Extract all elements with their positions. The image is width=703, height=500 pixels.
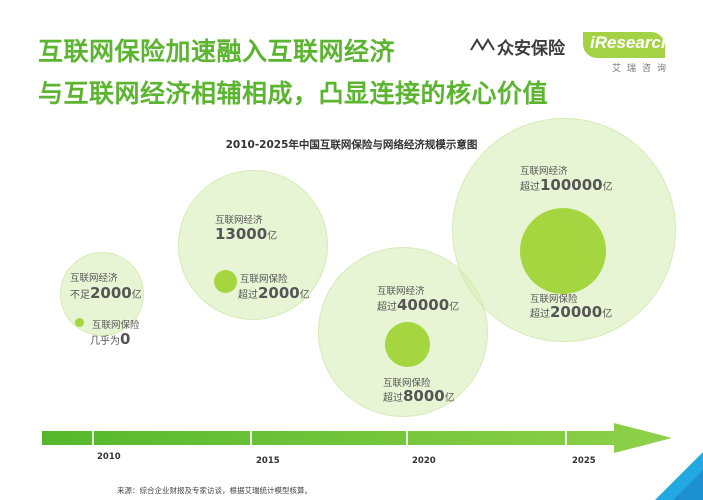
iresearch-logo	[583, 32, 665, 58]
economy-value-2025: 超过100000亿	[520, 176, 613, 194]
iresearch-logo-text: iResearch	[590, 33, 672, 52]
insurance-circle-2010	[75, 318, 84, 327]
page-subtitle: 与互联网经济相辅相成，凸显连接的核心价值	[38, 79, 549, 108]
iresearch-subtitle: 艾瑞咨询	[612, 64, 673, 74]
insurance-label-2010: 互联网保险	[92, 320, 140, 331]
economy-label-2025: 互联网经济	[520, 166, 568, 177]
insurance-label-2020: 互联网保险	[383, 378, 431, 389]
year-label-2010: 2010	[97, 452, 121, 462]
zhongan-logo-icon	[470, 38, 495, 51]
insurance-label-2025: 互联网保险	[530, 294, 578, 305]
economy-circle-2015	[178, 170, 328, 320]
economy-circle-2010	[60, 252, 144, 336]
timeline-arrow	[42, 423, 672, 457]
economy-value-2015: 13000亿	[215, 225, 278, 243]
insurance-label-2015: 互联网保险	[240, 274, 288, 285]
brand-name: 众安保险	[497, 39, 565, 59]
economy-value-2020: 超过40000亿	[377, 296, 460, 314]
insurance-circle-2015	[214, 270, 237, 293]
page-title: 互联网保险加速融入互联网经济	[38, 37, 396, 66]
year-label-2020: 2020	[412, 456, 436, 466]
insurance-circle-2020	[385, 322, 430, 367]
economy-label-2010: 互联网经济	[70, 273, 118, 284]
year-label-2015: 2015	[256, 456, 280, 466]
insurance-value-2015: 超过2000亿	[238, 284, 310, 302]
source-note: 来源：综合企业财报及专家访谈，根据艾瑞统计模型核算。	[117, 486, 312, 495]
insurance-value-2020: 超过8000亿	[383, 387, 455, 405]
insurance-circle-2025	[520, 208, 606, 294]
insurance-value-2010: 几乎为0	[90, 330, 131, 348]
economy-value-2010: 不足2000亿	[70, 284, 142, 302]
year-label-2025: 2025	[572, 456, 596, 466]
diagram-title: 2010-2025年中国互联网保险与网络经济规模示意图	[225, 139, 478, 151]
economy-label-2020: 互联网经济	[377, 286, 425, 297]
insurance-value-2025: 超过20000亿	[530, 303, 613, 321]
economy-label-2015: 互联网经济	[215, 215, 263, 226]
corner-decoration	[655, 452, 703, 500]
